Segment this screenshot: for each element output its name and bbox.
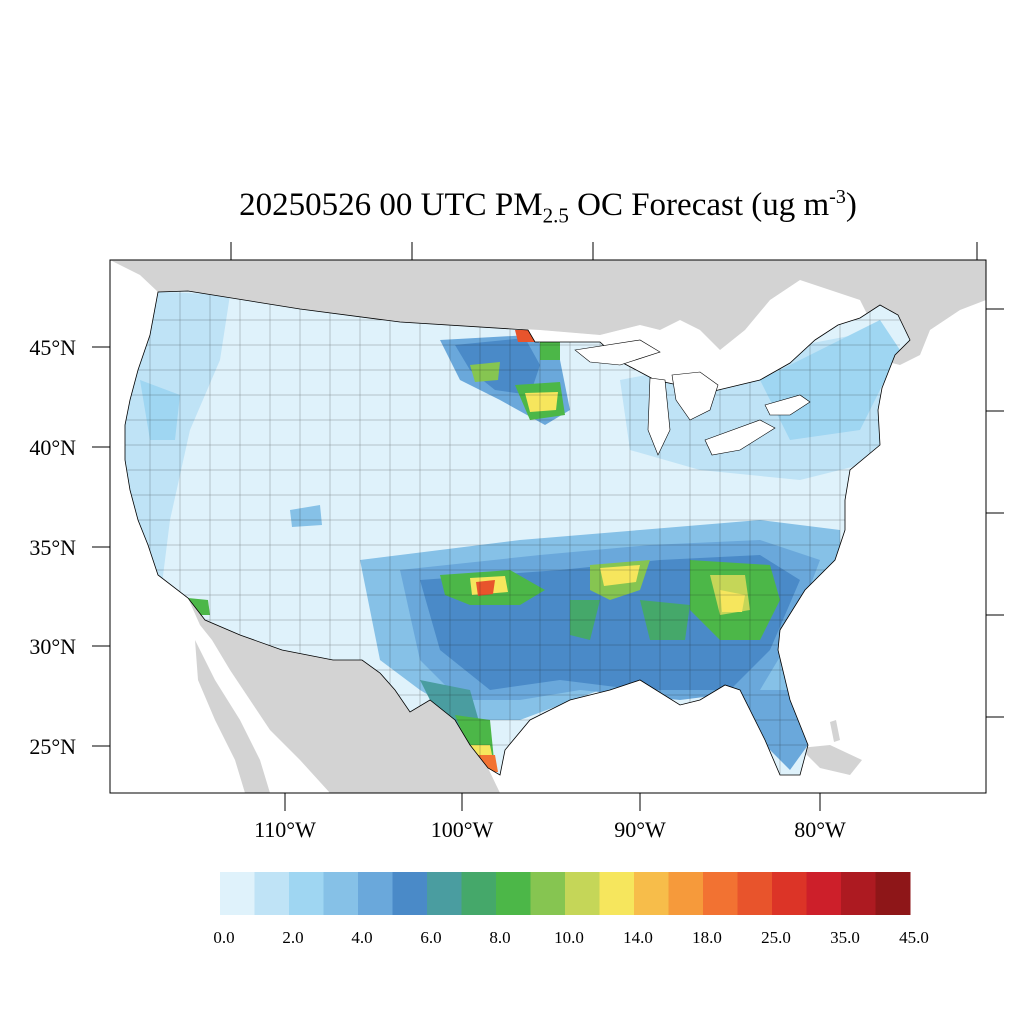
lat-label-40: 40°N — [29, 435, 76, 460]
lon-label-90: 90°W — [614, 817, 666, 842]
colorbar-swatch — [737, 872, 773, 915]
map-title: 20250526 00 UTC PM2.5 OC Forecast (ug m-… — [239, 186, 857, 228]
lon-labels: 110°W 100°W 90°W 80°W — [254, 817, 846, 842]
colorbar-labels: 0.0 2.0 4.0 6.0 8.0 10.0 14.0 18.0 25.0 35.0 45.0 — [213, 928, 929, 947]
colorbar-swatch — [634, 872, 669, 915]
top-ticks — [230, 242, 978, 260]
lon-label-110: 110°W — [254, 817, 316, 842]
colorbar-swatch — [392, 872, 428, 915]
lat-label-45: 45°N — [29, 335, 76, 360]
colorbar-swatch — [565, 872, 600, 915]
colorbar-label: 18.0 — [692, 928, 722, 947]
us-outline — [124, 290, 911, 776]
colorbar-swatch — [875, 872, 911, 915]
lat-label-30: 30°N — [29, 634, 76, 659]
colorbar-swatch — [806, 872, 842, 915]
colorbar-label: 10.0 — [554, 928, 584, 947]
colorbar-swatch — [496, 872, 531, 915]
colorbar-label: 8.0 — [489, 928, 510, 947]
colorbar-swatch — [427, 872, 462, 915]
map-frame — [109, 259, 987, 794]
colorbar-swatch — [289, 872, 324, 915]
colorbar-label: 0.0 — [213, 928, 234, 947]
lat-label-25: 25°N — [29, 734, 76, 759]
lat-label-35: 35°N — [29, 535, 76, 560]
county-lines — [125, 291, 900, 775]
colorbar-label: 35.0 — [830, 928, 860, 947]
colorbar-label: 45.0 — [899, 928, 929, 947]
great-lakes — [574, 339, 811, 456]
colorbar-label: 25.0 — [761, 928, 791, 947]
colorbar-swatch — [703, 872, 738, 915]
colorbar-swatch — [254, 872, 290, 915]
colorbar-swatch — [772, 872, 807, 915]
colorbar — [220, 872, 911, 915]
colorbar-swatch — [323, 872, 359, 915]
colorbar-swatch — [461, 872, 497, 915]
lon-label-80: 80°W — [794, 817, 846, 842]
lat-labels: 45°N 40°N 35°N 30°N 25°N — [29, 335, 76, 759]
colorbar-swatch — [220, 872, 255, 915]
colorbar-swatch — [358, 872, 393, 915]
colorbar-label: 6.0 — [420, 928, 441, 947]
colorbar-label: 14.0 — [623, 928, 653, 947]
colorbar-swatch — [668, 872, 704, 915]
colorbar-label: 2.0 — [282, 928, 303, 947]
colorbar-swatch — [599, 872, 635, 915]
bottom-ticks — [284, 793, 821, 811]
left-ticks — [92, 346, 110, 747]
colorbar-swatch — [841, 872, 876, 915]
lon-label-100: 100°W — [431, 817, 494, 842]
colorbar-label: 4.0 — [351, 928, 372, 947]
us-pm-field — [125, 291, 910, 775]
colorbar-swatch — [530, 872, 566, 915]
right-ticks — [986, 308, 1004, 718]
